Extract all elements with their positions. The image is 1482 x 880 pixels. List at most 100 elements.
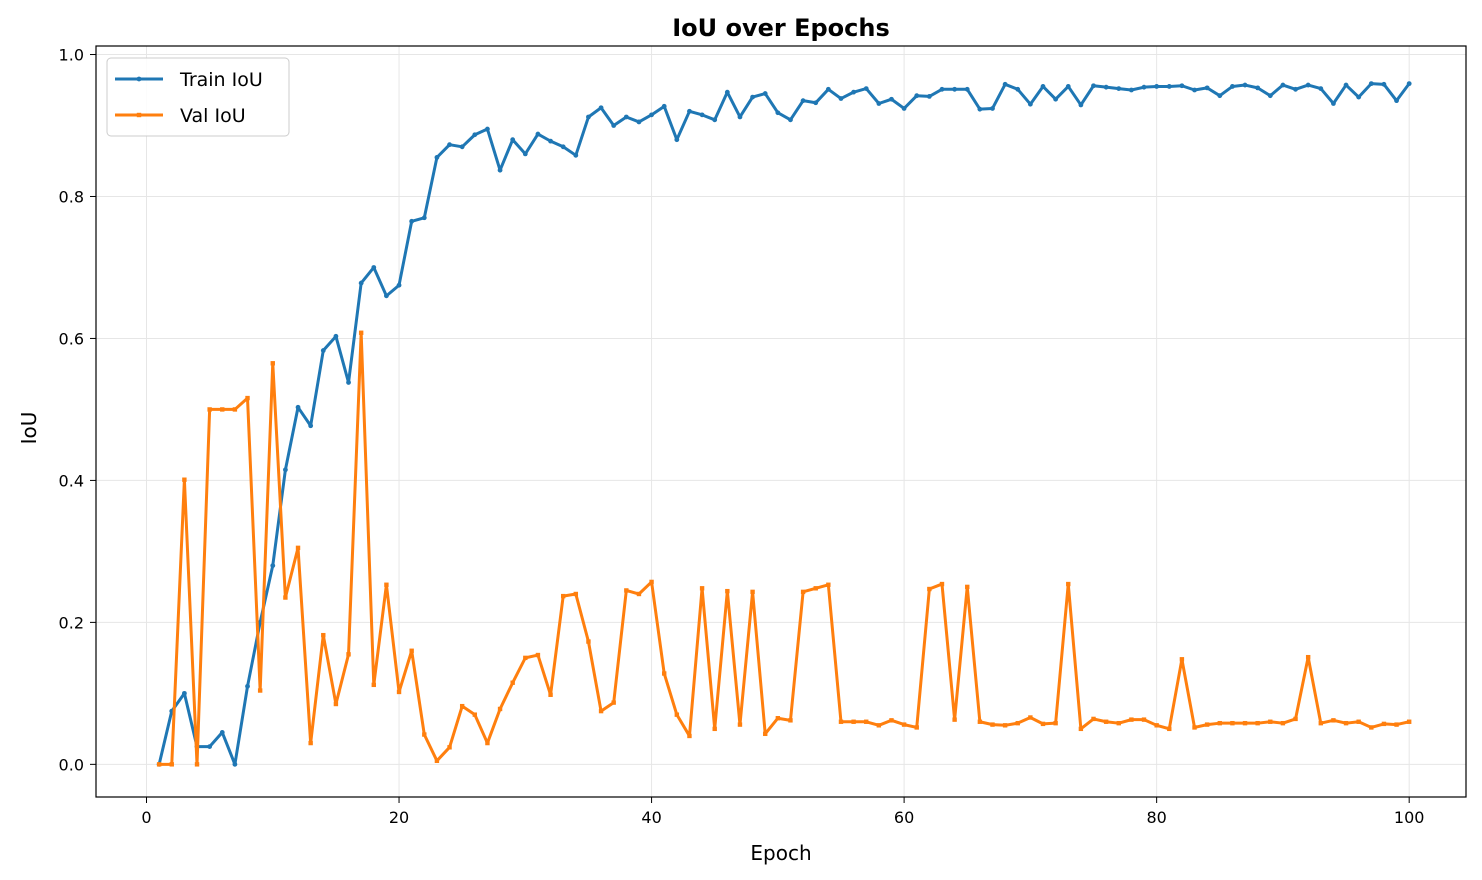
data-point: [1356, 719, 1361, 724]
data-point: [472, 132, 478, 138]
data-point: [1305, 82, 1311, 88]
data-point: [308, 740, 313, 746]
data-point: [699, 586, 705, 591]
data-point: [447, 745, 452, 750]
data-point: [219, 730, 225, 735]
data-point: [611, 123, 617, 128]
data-point: [914, 93, 920, 99]
data-point: [1280, 82, 1286, 88]
data-point: [977, 106, 983, 112]
data-point: [1167, 726, 1172, 732]
data-point: [889, 718, 894, 723]
data-point: [548, 692, 553, 697]
series-train-iou: [156, 81, 1412, 767]
data-point: [1204, 85, 1210, 91]
data-point: [965, 584, 970, 590]
data-point: [864, 719, 869, 724]
y-tick-label: 0.8: [59, 187, 84, 206]
data-point: [1091, 716, 1096, 722]
legend-item-train-iou: Train IoU: [115, 69, 263, 91]
data-point: [422, 732, 427, 737]
data-point: [1204, 722, 1210, 727]
data-point: [990, 722, 995, 727]
data-point: [194, 762, 200, 767]
data-point: [573, 152, 579, 158]
data-point: [1242, 720, 1248, 726]
data-point: [1116, 720, 1121, 726]
data-point: [232, 761, 238, 767]
data-point: [321, 632, 326, 638]
plot-area-frame: [95, 45, 1467, 798]
data-point: [1028, 715, 1033, 720]
data-point: [220, 407, 225, 412]
data-point: [522, 151, 528, 157]
data-point: [535, 131, 541, 137]
data-point: [1343, 720, 1349, 726]
data-point: [358, 330, 364, 335]
data-point: [421, 215, 427, 221]
data-point: [181, 690, 187, 696]
data-point: [1015, 720, 1020, 726]
data-point: [1394, 722, 1399, 727]
data-point: [384, 293, 389, 299]
data-point: [623, 114, 629, 120]
data-point: [725, 588, 730, 594]
data-point: [712, 726, 717, 732]
data-point: [1179, 657, 1185, 662]
data-point: [409, 218, 415, 224]
data-point: [459, 144, 465, 150]
data-point: [1053, 96, 1059, 102]
data-point: [207, 744, 213, 750]
data-point: [485, 740, 490, 746]
data-point: [333, 333, 339, 339]
data-point: [232, 407, 238, 412]
data-point: [169, 762, 174, 767]
data-point: [1381, 81, 1387, 87]
data-point: [838, 96, 844, 101]
data-point: [1406, 719, 1412, 724]
data-point: [674, 137, 680, 143]
data-point: [1255, 85, 1261, 91]
data-point: [624, 588, 629, 593]
data-point: [1128, 87, 1134, 93]
data-point: [1053, 720, 1058, 726]
data-point: [1305, 654, 1311, 660]
data-point: [358, 280, 364, 286]
y-tick-label: 0.6: [59, 329, 84, 348]
data-point: [1343, 82, 1349, 88]
data-point: [1141, 717, 1147, 722]
data-point: [1381, 721, 1387, 727]
data-point: [497, 706, 503, 712]
data-point: [939, 86, 945, 92]
data-point: [1293, 716, 1298, 722]
data-point: [1255, 720, 1260, 726]
data-point: [876, 723, 882, 728]
data-point: [560, 144, 566, 150]
data-point: [1369, 725, 1374, 730]
data-point: [1230, 84, 1235, 89]
series-line-train-iou: [157, 82, 1411, 766]
data-point: [1065, 84, 1071, 89]
y-tick-label: 0.0: [59, 755, 84, 774]
data-point: [952, 717, 957, 722]
data-point: [510, 680, 515, 685]
data-point: [661, 103, 667, 109]
data-point: [611, 700, 616, 705]
data-point: [1066, 581, 1071, 587]
data-point: [1166, 84, 1172, 89]
data-point: [1078, 726, 1084, 732]
data-point: [763, 731, 768, 737]
data-point: [876, 101, 882, 106]
data-point: [1331, 718, 1336, 723]
chart-title: IoU over Epochs: [672, 14, 890, 42]
x-tick-label: 60: [894, 808, 914, 827]
data-point: [560, 593, 566, 599]
data-point: [485, 126, 490, 132]
data-point: [1154, 723, 1159, 728]
legend-item-val-iou: Val IoU: [115, 105, 246, 127]
data-point: [1091, 83, 1096, 89]
data-point: [750, 589, 755, 595]
data-point: [964, 86, 970, 92]
legend: Train IoU Val IoU: [106, 57, 290, 137]
data-point: [598, 708, 604, 714]
